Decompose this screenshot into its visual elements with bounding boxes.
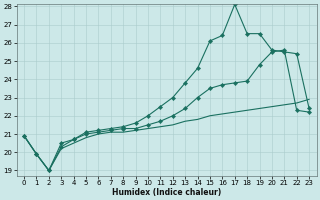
X-axis label: Humidex (Indice chaleur): Humidex (Indice chaleur)	[112, 188, 221, 197]
